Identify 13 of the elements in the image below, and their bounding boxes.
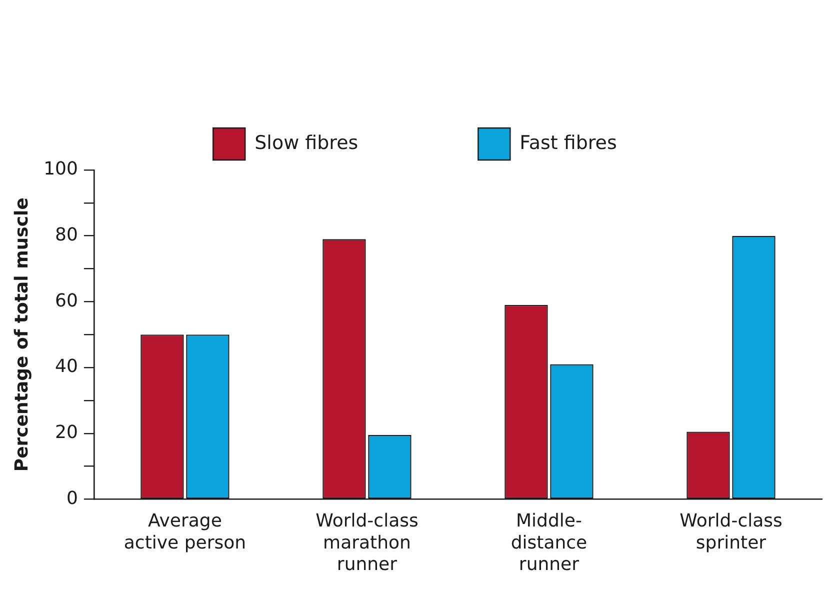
y-tick-label: 60 bbox=[55, 290, 78, 312]
y-tick-label: 100 bbox=[44, 158, 78, 180]
y-tick-label: 20 bbox=[55, 422, 78, 444]
legend-label: Fast fibres bbox=[520, 132, 617, 154]
y-tick-label: 80 bbox=[55, 224, 78, 246]
y-tick-label: 0 bbox=[66, 488, 78, 509]
y-axis-title: Percentage of total muscle bbox=[11, 198, 32, 472]
x-tick-label: World-class marathon runner bbox=[316, 510, 418, 575]
x-tick-label: Middle- distance runner bbox=[510, 510, 588, 575]
x-tick-label: World-class sprinter bbox=[680, 510, 782, 554]
x-tick-label: Average active person bbox=[124, 510, 246, 554]
legend-label: Slow fibres bbox=[254, 132, 358, 154]
y-tick-label: 40 bbox=[55, 356, 78, 378]
